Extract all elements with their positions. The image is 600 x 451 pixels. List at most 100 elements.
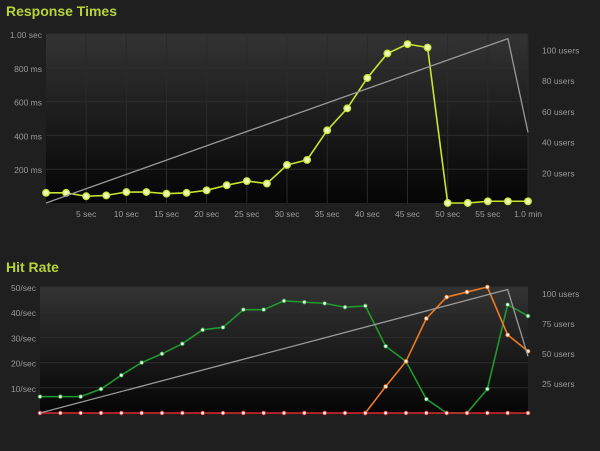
response-series-0-point — [142, 188, 151, 196]
response-series-0-point — [283, 161, 291, 169]
response-x-tick-label: 30 sec — [274, 209, 300, 219]
response-series-0-point — [363, 73, 372, 82]
hitrate-series-1-point — [444, 294, 449, 300]
response-x-tick-label: 5 sec — [76, 209, 97, 219]
hitrate-y-tick-label: 10/sec — [11, 384, 37, 394]
response-series-0-point — [162, 189, 171, 198]
hitrate-series-2-point — [98, 410, 104, 416]
response-x-tick-label: 10 sec — [114, 209, 140, 219]
response-y-tick-label: 1.00 sec — [10, 30, 43, 40]
hitrate-series-2-point — [505, 410, 510, 416]
hitrate-series-2-point — [363, 410, 368, 416]
response-series-0-point — [323, 126, 332, 135]
hitrate-series-0-point — [37, 394, 43, 399]
hitrate-series-0-point — [119, 372, 124, 378]
hitrate-series-0-point — [200, 327, 205, 333]
hitrate-series-2-point — [485, 410, 490, 416]
response-series-0-point — [42, 188, 50, 197]
response-series-0-point — [122, 188, 131, 196]
hitrate-series-2-point — [241, 410, 246, 416]
response-series-0-point — [262, 179, 271, 188]
response-x-tick-label: 15 sec — [154, 209, 180, 219]
response-y-tick-label: 600 ms — [14, 98, 42, 108]
hitrate-series-2-point — [403, 410, 409, 416]
hitrate-series-1-point — [505, 332, 510, 338]
hitrate-series-2-point — [424, 410, 429, 416]
response-y2-tick-label: 20 users — [542, 168, 575, 178]
hitrate-series-2-point — [58, 410, 63, 416]
hitrate-series-0-point — [383, 343, 388, 349]
hitrate-series-0-point — [58, 394, 63, 399]
response-series-0-point — [524, 197, 532, 206]
hitrate-y-tick-label: 20/sec — [11, 359, 37, 369]
hitrate-series-2-point — [139, 410, 144, 416]
response-series-0-point — [182, 188, 191, 197]
hitrate-y-tick-label: 30/sec — [11, 333, 37, 343]
hitrate-series-1-point — [424, 316, 429, 321]
hitrate-series-2-point — [200, 410, 205, 416]
response-y-tick-label: 400 ms — [14, 131, 42, 141]
hitrate-series-2-point — [281, 410, 287, 416]
hitrate-y2-tick-label: 25 users — [542, 379, 575, 389]
response-series-0-point — [102, 191, 111, 200]
hitrate-series-0-point — [78, 394, 83, 399]
hitrate-series-0-point — [180, 341, 185, 346]
response-series-0-point — [383, 49, 392, 58]
hitrate-series-2-point — [322, 410, 327, 416]
hitrate-y-tick-label: 50/sec — [11, 283, 37, 293]
hitrate-series-1-point — [403, 359, 409, 364]
hitrate-y2-tick-label: 75 users — [542, 319, 575, 329]
response-series-0-point — [303, 155, 312, 164]
hitrate-series-0-point — [424, 396, 429, 402]
response-x-tick-label: 25 sec — [234, 209, 260, 219]
response-y-tick-label: 200 ms — [14, 165, 42, 175]
response-series-0-point — [222, 181, 231, 190]
response-series-0-point — [343, 104, 352, 113]
hitrate-series-1-point — [383, 384, 388, 389]
hitrate-series-0-point — [302, 299, 307, 305]
response-series-0-point — [443, 199, 452, 207]
hitrate-series-0-point — [98, 386, 104, 392]
hitrate-series-2-point — [342, 410, 348, 416]
hitrate-series-0-point — [159, 351, 165, 357]
hitrate-series-1-point — [485, 284, 490, 290]
hitrate-series-2-point — [383, 410, 388, 416]
hit-rate-title: Hit Rate — [6, 259, 59, 275]
response-x-tick-label: 35 sec — [315, 209, 341, 219]
response-times-chart: 1.00 sec 800 ms 600 ms 400 ms 200 ms 100 user… — [10, 30, 579, 219]
hitrate-y-tick-label: 40/sec — [11, 308, 37, 318]
response-y2-tick-label: 40 users — [542, 138, 575, 148]
hitrate-series-0-point — [261, 307, 266, 312]
response-series-0-point — [242, 177, 251, 185]
hitrate-series-2-point — [261, 410, 266, 416]
hitrate-series-0-point — [363, 303, 368, 309]
hitrate-series-0-point — [525, 313, 531, 319]
hitrate-series-2-point — [119, 410, 124, 416]
response-series-1-line — [45, 37, 529, 204]
hitrate-series-0-point — [322, 301, 327, 306]
hitrate-series-0-point — [342, 304, 348, 310]
hitrate-series-2-point — [525, 410, 531, 416]
response-y-tick-label: 800 ms — [14, 64, 42, 74]
hitrate-series-0-point — [220, 325, 226, 330]
hitrate-series-2-point — [159, 410, 165, 416]
response-series-0-point — [483, 197, 492, 206]
hitrate-series-0-point — [241, 307, 246, 312]
response-series-0-point — [403, 40, 412, 49]
hitrate-series-0-point — [139, 360, 144, 365]
hitrate-series-0-point — [485, 386, 490, 392]
response-x-tick-label: 45 sec — [395, 209, 421, 219]
hitrate-series-3-line — [39, 288, 529, 414]
response-series-0-point — [82, 192, 91, 201]
response-series-0-point — [503, 197, 512, 206]
hitrate-series-2-point — [444, 410, 449, 416]
hitrate-series-2-point — [78, 410, 83, 416]
hitrate-series-1-point — [464, 289, 470, 295]
hitrate-series-0-point — [281, 298, 287, 304]
hitrate-y2-tick-label: 100 users — [542, 289, 579, 299]
response-x-tick-label: 20 sec — [194, 209, 220, 219]
hitrate-series-2-point — [180, 410, 185, 416]
hit-rate-chart: 50/sec 40/sec 30/sec 20/sec 10/sec 100 users 7… — [11, 283, 579, 416]
response-x-tick-label: 55 sec — [475, 209, 501, 219]
response-times-title: Response Times — [6, 3, 118, 19]
